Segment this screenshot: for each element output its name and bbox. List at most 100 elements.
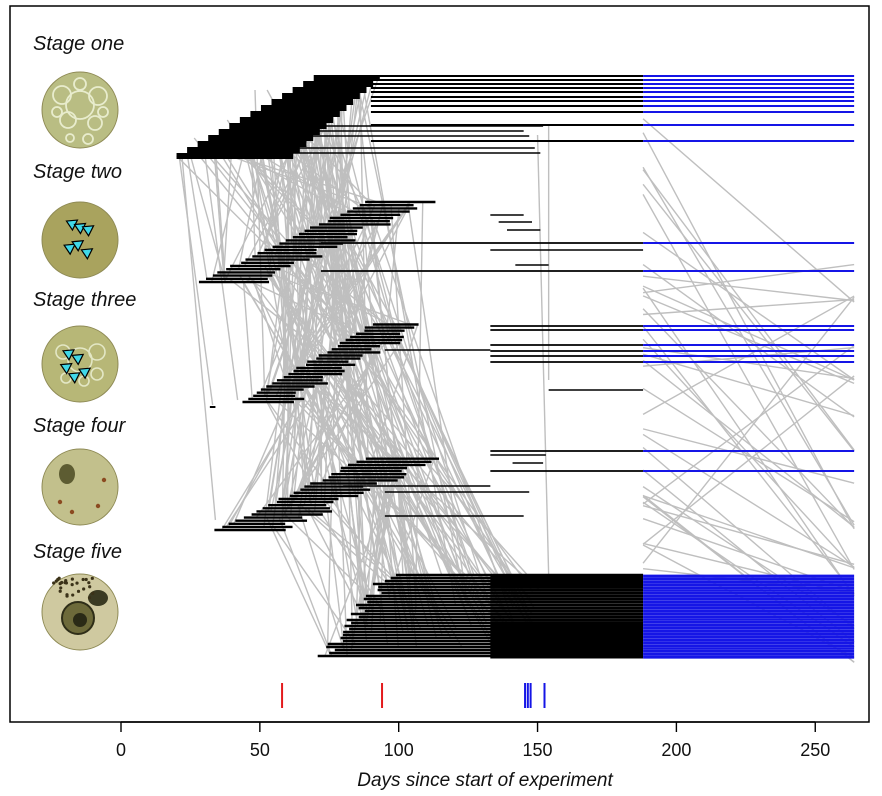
- stage-transition-line: [266, 275, 532, 627]
- pigment-spot: [75, 581, 79, 585]
- x-axis: 0 50 100 150 200 250: [116, 721, 830, 760]
- stage-transition-line: [297, 249, 425, 589]
- arrow-marker: [67, 372, 81, 384]
- stage-transition-line: [642, 296, 855, 564]
- stage-transition-line: [642, 231, 855, 381]
- stage-transition-line: [212, 139, 225, 273]
- stage-transition-line: [642, 346, 855, 380]
- pigment-spot: [90, 576, 94, 580]
- stage-transition-line: [642, 428, 855, 484]
- arrow-marker: [71, 240, 85, 252]
- stage-label: Stage three: [33, 289, 136, 311]
- stage-transition-line: [642, 166, 855, 526]
- pigment-spot: [63, 581, 67, 585]
- stage-transition-line: [278, 517, 333, 657]
- x-tick-label: 50: [250, 740, 270, 760]
- egg-bubble: [88, 86, 108, 106]
- stage-transition-line: [268, 262, 458, 631]
- stage-transition-line: [642, 359, 855, 528]
- pigment-spot: [57, 499, 63, 505]
- stage-transition-line: [642, 183, 855, 452]
- pigment-spot: [81, 577, 85, 582]
- stage-transition-line: [310, 382, 542, 592]
- stage-transition-line: [642, 263, 855, 294]
- stage-transition-line: [301, 204, 410, 369]
- stage-transition-line: [304, 107, 409, 633]
- pigment-spot: [52, 581, 56, 585]
- x-tick-label: 250: [800, 740, 830, 760]
- stage-transition-line: [249, 149, 374, 615]
- egg-bubble: [52, 85, 72, 105]
- pigment-spot: [70, 577, 74, 581]
- stage-transition-line: [642, 295, 855, 385]
- stage-transition-line: [242, 281, 253, 399]
- stage-transition-line: [371, 217, 414, 633]
- stage-transition-line: [291, 89, 308, 506]
- stage-transition-line: [304, 143, 397, 603]
- stage-transition-line: [186, 156, 208, 281]
- stage-transition-line: [642, 345, 855, 505]
- pigment-spot: [87, 596, 92, 600]
- transition-lines: [176, 77, 855, 663]
- pigment-spot: [65, 593, 69, 597]
- pigment-spot: [91, 591, 95, 596]
- arrow-marker: [78, 367, 92, 380]
- stage-transition-line: [642, 169, 855, 451]
- embryo-shape: [59, 464, 75, 484]
- stage-label: Stage one: [33, 33, 124, 55]
- stage-transition-line: [348, 240, 432, 599]
- stage-image-circle: [41, 325, 119, 403]
- stage-transition-line: [642, 194, 855, 570]
- stage-transition-line: [642, 287, 855, 597]
- stage-transition-line: [274, 131, 359, 627]
- pigment-spot: [88, 585, 92, 589]
- arrow-marker: [81, 225, 95, 237]
- stage-transition-line: [642, 264, 855, 418]
- stage-transition-line: [284, 131, 298, 518]
- stage-transition-line: [642, 285, 855, 381]
- stage-label: Stage two: [33, 161, 122, 183]
- stage-transition-line: [362, 221, 399, 647]
- stage-transition-line: [642, 375, 855, 545]
- pigment-spot: [54, 579, 58, 583]
- stage-transition-line: [266, 517, 331, 654]
- stage-transition-line: [643, 298, 855, 316]
- tadpole-segments: [176, 75, 855, 659]
- x-tick-label: 0: [116, 740, 126, 760]
- stage-transition-line: [339, 364, 537, 586]
- arrow-marker: [71, 353, 85, 366]
- pigment-spot: [59, 586, 63, 590]
- stage-image-circle: [41, 201, 119, 279]
- stage-transition-line: [390, 205, 417, 608]
- stage-transition-line: [331, 361, 533, 601]
- stage-image-circle: [41, 448, 119, 526]
- stage-transition-line: [244, 278, 368, 338]
- stage-transition-line: [247, 275, 486, 584]
- egg-bubble: [90, 367, 104, 381]
- stage-transition-line: [252, 278, 289, 387]
- arrow-marker: [80, 248, 94, 260]
- stage-transition-line: [181, 157, 217, 521]
- pigment-spot: [87, 581, 91, 585]
- egg-bubble: [65, 133, 75, 143]
- pigment-spot: [69, 509, 75, 515]
- egg-bubble: [87, 115, 103, 131]
- stage-transition-line: [642, 433, 855, 568]
- x-tick-label: 150: [523, 740, 553, 760]
- stage-transition-line: [271, 523, 357, 645]
- egg-bubble: [73, 77, 87, 91]
- egg-bubble: [67, 347, 93, 373]
- x-tick-label: 200: [661, 740, 691, 760]
- stage-transition-line: [359, 355, 535, 608]
- pigment-spot: [76, 589, 81, 593]
- egg-bubble: [88, 343, 106, 361]
- stage-transition-line: [284, 513, 382, 609]
- stage-transition-line: [295, 333, 364, 500]
- stage-transition-line: [214, 145, 227, 283]
- stage-transition-line: [642, 338, 855, 569]
- stage-transition-line: [642, 275, 855, 302]
- stage-transition-line: [318, 361, 517, 601]
- pigment-spot: [71, 593, 75, 597]
